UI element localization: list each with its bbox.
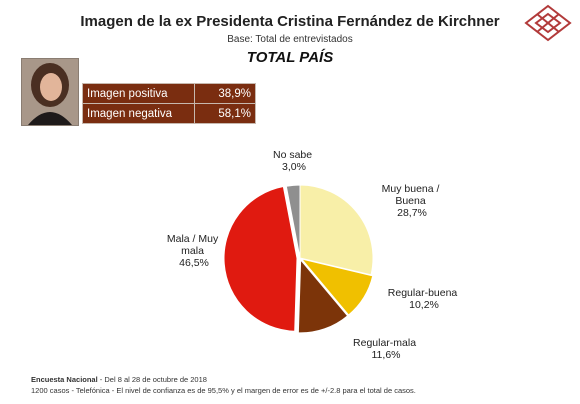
pie-slice-mala-muy-mala xyxy=(223,185,298,332)
image-summary-table: Imagen positiva 38,9% Imagen negativa 58… xyxy=(82,83,256,124)
slice-label-regular-buena: Regular-buena 10,2% xyxy=(388,287,460,311)
footer-note: Encuesta Nacional - Del 8 al 28 de octub… xyxy=(31,374,416,396)
summary-row: Imagen positiva 38,9% xyxy=(82,83,256,104)
politician-portrait xyxy=(21,58,79,126)
pie-slice-regular-mala xyxy=(297,258,349,334)
slice-label-regular-mala: Regular-mala 11,6% xyxy=(353,337,419,361)
survey-dates: - Del 8 al 28 de octubre de 2018 xyxy=(97,375,207,384)
summary-label: Imagen negativa xyxy=(82,103,195,124)
slice-label-mala: Mala / Muy mala 46,5% xyxy=(167,233,221,269)
section-heading: TOTAL PAÍS xyxy=(246,49,334,66)
pie-slice-muy-buena-buena xyxy=(299,184,374,276)
summary-row: Imagen negativa 58,1% xyxy=(82,103,256,124)
slice-label-no-sabe: No sabe 3,0% xyxy=(273,149,315,173)
pie-slice-no-sabe xyxy=(285,184,301,259)
summary-value: 58,1% xyxy=(194,103,256,124)
logo-icon xyxy=(524,4,572,42)
summary-label: Imagen positiva xyxy=(82,83,195,104)
slice-label-muy-buena: Muy buena / Buena 28,7% xyxy=(382,183,443,219)
survey-details: 1200 casos - Telefónica - El nivel de co… xyxy=(31,386,416,395)
page-title: Imagen de la ex Presidenta Cristina Fern… xyxy=(80,13,500,30)
pie-slice-regular-buena xyxy=(300,258,374,316)
survey-name: Encuesta Nacional xyxy=(31,375,98,384)
base-note: Base: Total de entrevistados xyxy=(227,34,353,45)
